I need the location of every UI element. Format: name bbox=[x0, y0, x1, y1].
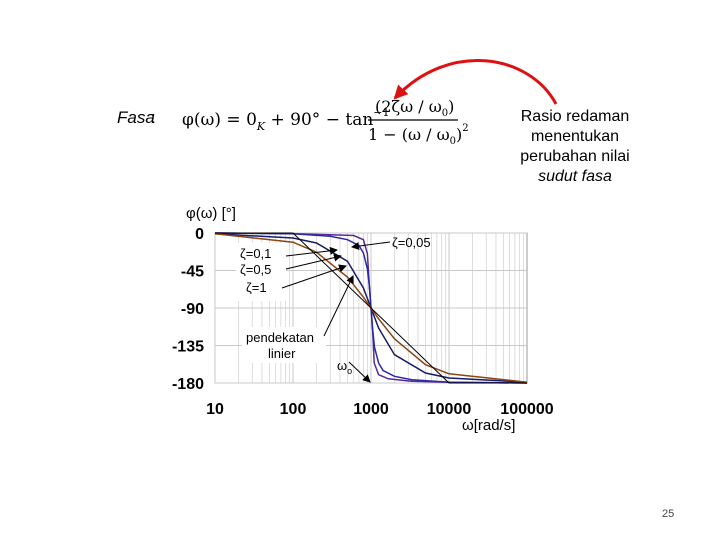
svg-text:1 − (ω / ω0)2: 1 − (ω / ω0)2 bbox=[368, 123, 468, 147]
note-pointer-arrow bbox=[393, 59, 558, 105]
y-axis-label: φ(ω) [°] bbox=[186, 205, 236, 222]
formula-numerator-end: ) bbox=[448, 97, 454, 116]
phase-formula: φ(ω) = 0K + 90° − tan−1 (2ζω / ω0) 1 − (… bbox=[182, 97, 468, 147]
leader-zeta-0-5 bbox=[285, 253, 342, 270]
y-tick-label: -90 bbox=[181, 301, 204, 318]
formula-denominator: 1 − (ω / ω bbox=[368, 125, 450, 144]
label-zeta-0-5: ζ=0,5 bbox=[240, 262, 271, 277]
formula-denominator-sub: 0 bbox=[450, 136, 456, 147]
y-tick-label: -45 bbox=[181, 264, 204, 281]
damping-note: Rasio redaman menentukan perubahan nilai… bbox=[490, 107, 660, 187]
x-axis-label: ω[rad/s] bbox=[462, 417, 516, 434]
formula-numerator-sub: 0 bbox=[442, 108, 448, 119]
leader-zeta-1 bbox=[281, 264, 347, 289]
note-line-4: sudut fasa bbox=[538, 168, 612, 185]
leader-linier bbox=[323, 275, 354, 337]
x-tick-label: 100000 bbox=[500, 401, 553, 418]
svg-text:φ(ω) = 0K + 90° − tan−1: φ(ω) = 0K + 90° − tan−1 bbox=[182, 106, 390, 133]
label-linier-line1: pendekatan bbox=[246, 330, 314, 345]
omega0-subscript: o bbox=[347, 366, 352, 376]
phase-heading-label: Fasa bbox=[117, 108, 155, 127]
linier-label-box bbox=[242, 327, 326, 363]
formula-numerator: (2ζω / ω bbox=[375, 97, 442, 116]
label-zeta-0-1: ζ=0,1 bbox=[240, 246, 271, 261]
formula-subscript-k: K bbox=[256, 120, 266, 133]
x-tick-label: 1000 bbox=[353, 401, 389, 418]
label-linier-line2: linier bbox=[268, 346, 296, 361]
formula-denominator-end: ) bbox=[456, 125, 462, 144]
svg-text:(2ζω / ω0): (2ζω / ω0) bbox=[375, 97, 454, 119]
note-line-1: Rasio redaman bbox=[520, 108, 630, 125]
note-line-2: menentukan bbox=[530, 128, 620, 145]
y-tick-label: 0 bbox=[195, 226, 204, 243]
formula-sup: −1 bbox=[373, 106, 389, 119]
formula-denominator-sup: 2 bbox=[462, 123, 468, 134]
label-zeta-1: ζ=1 bbox=[246, 280, 267, 295]
formula-middle: + 90° − tan bbox=[265, 110, 373, 130]
label-zeta-0-05: ζ=0,05 bbox=[392, 235, 431, 250]
x-tick-label: 10000 bbox=[427, 401, 472, 418]
page-number: 25 bbox=[662, 508, 675, 520]
phase-heading-colon: : bbox=[151, 108, 156, 127]
label-omega0: ωo bbox=[337, 358, 352, 376]
omega0-symbol: ω bbox=[337, 358, 347, 373]
note-line-3: perubahan nilai bbox=[520, 148, 630, 165]
formula-lhs: φ(ω) = 0 bbox=[182, 110, 257, 130]
series-line-pendekatan-linier bbox=[215, 232, 527, 384]
y-tick-label: -135 bbox=[172, 339, 204, 356]
x-tick-label: 10 bbox=[206, 401, 224, 418]
x-tick-label: 100 bbox=[280, 401, 307, 418]
zeta-labels-box bbox=[236, 243, 286, 301]
y-tick-label: -180 bbox=[172, 376, 204, 393]
leader-zeta-0-1 bbox=[285, 246, 338, 257]
leader-omega0 bbox=[348, 361, 371, 383]
leader-zeta-0-05 bbox=[351, 241, 391, 251]
